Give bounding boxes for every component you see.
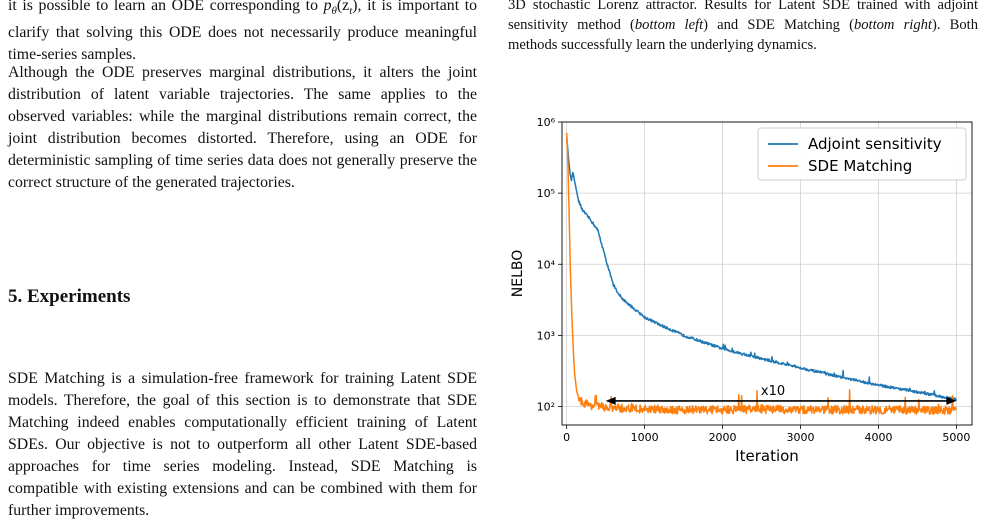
speedup-label: x10 [761,384,785,399]
y-tick-label: 10⁵ [537,187,555,200]
legend-box [757,127,967,181]
x-tick-label: 0 [563,431,570,444]
y-tick-label: 10³ [537,329,555,342]
x-tick-label: 1000 [631,431,659,444]
x-tick-label: 3000 [787,431,815,444]
plot-frame [561,121,973,426]
paragraph-ode-intro: it is possible to learn an ODE correspon… [8,0,477,64]
y-tick-label: 10² [537,401,555,414]
figure-caption: 3D stochastic Lorenz attractor. Results … [508,0,978,53]
y-axis-ticks: 10² 10³ 10⁴ 10⁵ 10⁶ [537,116,562,414]
y-tick-label: 10⁶ [537,116,556,129]
paragraph-experiments-intro: SDE Matching is a simulation-free framew… [8,370,477,519]
series-line-adjoint-sensitivity [565,136,958,402]
series-line-sde-matching [565,132,957,416]
chart-legend: Adjoint sensitivity SDE Matching [757,127,967,181]
paragraph-ode-joint: Although the ODE preserves marginal dist… [8,64,477,191]
x-tick-label: 5000 [942,431,970,444]
x-axis-ticks: 0 1000 2000 3000 4000 5000 [563,425,970,444]
legend-label-sde-matching: SDE Matching [808,157,912,175]
x-axis-label: Iteration [735,447,799,465]
x-tick-label: 2000 [709,431,737,444]
nelbo-chart: 0 1000 2000 3000 4000 5000 10² 10³ 10⁴ 10⁵ 10⁶ It… [510,116,973,465]
chart-series [565,132,958,416]
section-heading-experiments: 5. Experiments [8,286,131,307]
y-tick-label: 10⁴ [537,258,556,271]
speedup-annotation: x10 [605,384,957,405]
x-tick-label: 4000 [864,431,892,444]
arrow-head-left [605,396,616,405]
y-axis-label: NELBO [510,250,526,298]
arrow-head-right [946,396,957,405]
legend-label-adjoint-sensitivity: Adjoint sensitivity [808,135,942,153]
